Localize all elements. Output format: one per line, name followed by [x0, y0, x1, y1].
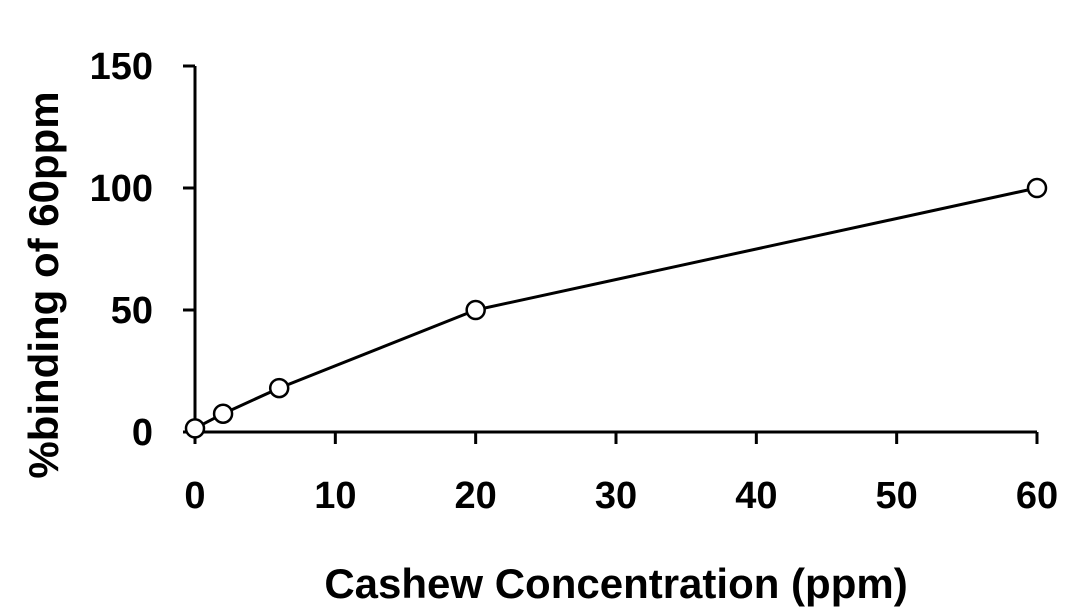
y-tick-label: 50: [111, 290, 153, 332]
x-tick-label: 0: [184, 475, 205, 517]
y-tick-label: 150: [90, 46, 153, 88]
x-axis-title: Cashew Concentration (ppm): [324, 560, 907, 607]
series-line: [194, 186, 1038, 430]
data-point-marker: [212, 403, 234, 424]
y-tick-label: 100: [90, 168, 153, 210]
x-tick-label: 30: [595, 475, 637, 517]
data-point-marker: [465, 299, 486, 321]
x-tick-label: 20: [455, 475, 497, 517]
ticks: 0 50 100 150 0 10 20 30 40 50 60: [90, 46, 1059, 517]
x-tick-label: 60: [1016, 475, 1058, 517]
y-axis-title: %binding of 60ppm: [20, 91, 67, 478]
x-tick-label: 40: [735, 475, 777, 517]
axes: [193, 66, 1037, 434]
series: [184, 177, 1048, 439]
y-tick-label: 0: [132, 412, 153, 454]
data-point-marker: [268, 377, 290, 399]
data-point-marker: [184, 418, 206, 439]
x-tick-label: 10: [314, 475, 356, 517]
x-tick-label: 50: [876, 475, 918, 517]
data-point-marker: [1026, 177, 1048, 199]
